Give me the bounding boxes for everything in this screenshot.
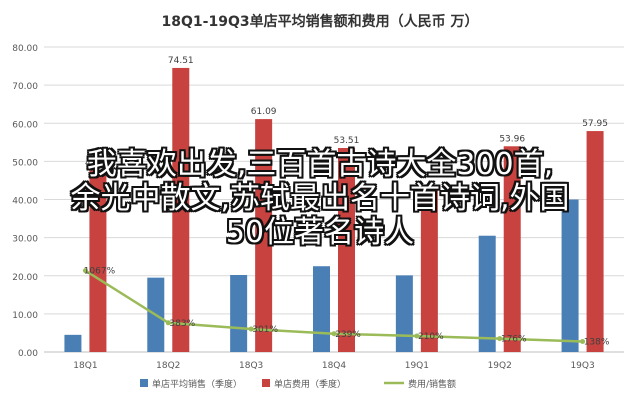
ratio-label: 176%	[501, 335, 527, 345]
bar-cost	[172, 67, 190, 352]
ratio-point	[165, 320, 171, 326]
bar-cost-label: 74.51	[168, 56, 194, 66]
ratio-label: 301%	[252, 325, 278, 335]
y-tick-label: 10.00	[12, 311, 38, 321]
y-tick-label: 50.00	[12, 158, 38, 168]
legend-label: 费用/销售额	[408, 378, 456, 390]
bar-sales	[313, 266, 330, 352]
ratio-point	[497, 336, 503, 342]
y-tick-label: 0.00	[18, 349, 38, 359]
bar-sales	[561, 199, 579, 352]
ratio-point	[580, 338, 586, 344]
x-tick-label: 19Q3	[570, 361, 594, 371]
bar-sales	[395, 275, 413, 352]
y-tick-label: 20.00	[12, 273, 38, 283]
y-tick-label: 70.00	[12, 82, 38, 92]
y-tick-label: 30.00	[12, 235, 38, 245]
bar-cost-label: 61.09	[251, 107, 277, 117]
ratio-point	[248, 326, 254, 332]
bar-cost	[338, 147, 355, 352]
x-tick-label: 18Q2	[156, 361, 180, 371]
legend-label: 单店平均销售（季度）	[152, 378, 242, 390]
bar-sales	[230, 274, 248, 352]
y-tick-label: 40.00	[12, 197, 38, 207]
ratio-label: 383%	[169, 319, 195, 329]
legend-swatch	[140, 379, 148, 387]
ratio-point	[414, 333, 420, 339]
x-tick-label: 19Q2	[488, 361, 512, 371]
x-tick-label: 18Q1	[73, 361, 97, 371]
legend-swatch	[262, 379, 270, 387]
bar-sales	[64, 334, 82, 352]
ratio-line	[82, 268, 586, 344]
ratio-label: 138%	[584, 337, 610, 347]
bar-cost-label: 53.96	[499, 134, 525, 144]
ratio-point	[331, 331, 337, 337]
y-tick-label: 60.00	[12, 120, 38, 130]
x-tick-label: 18Q3	[239, 361, 263, 371]
ratio-label: 239%	[335, 330, 361, 340]
bar-cost	[255, 119, 273, 352]
bar-cost	[420, 189, 438, 352]
y-axis-ticks: 0.00 10.00 20.00 30.00 40.00 50.00 60.00 70.00 8…	[12, 44, 38, 359]
x-tick-label: 18Q4	[322, 361, 347, 371]
ratio-point	[82, 268, 88, 274]
bar-cost	[503, 146, 521, 352]
bar-cost-label: 57.95	[582, 119, 608, 129]
ratio-label: 1067%	[84, 267, 116, 277]
legend-label: 单店费用（季度）	[274, 378, 346, 390]
gridlines	[44, 46, 624, 353]
x-axis-ticks: 18Q1 18Q2 18Q3 18Q4 19Q1 19Q2 19Q3	[73, 361, 594, 371]
bar-cost-label: 53.51	[334, 136, 360, 146]
bar-cost	[89, 170, 107, 352]
y-tick-label: 80.00	[12, 44, 38, 54]
legend: 单店平均销售（季度） 单店费用（季度） 费用/销售额	[140, 378, 456, 390]
bar-cost-label: 47.67	[85, 158, 111, 168]
bar-cost	[586, 131, 604, 352]
bar-sales	[478, 235, 496, 352]
data-labels: 47.67 74.51 61.09 53.51 53.96 57.95 1067% 383% 3…	[84, 56, 610, 348]
x-tick-label: 19Q1	[405, 361, 429, 371]
ratio-label: 210%	[418, 332, 444, 342]
chart-title: 18Q1-19Q3单店平均销售额和费用（人民币 万）	[162, 13, 479, 30]
